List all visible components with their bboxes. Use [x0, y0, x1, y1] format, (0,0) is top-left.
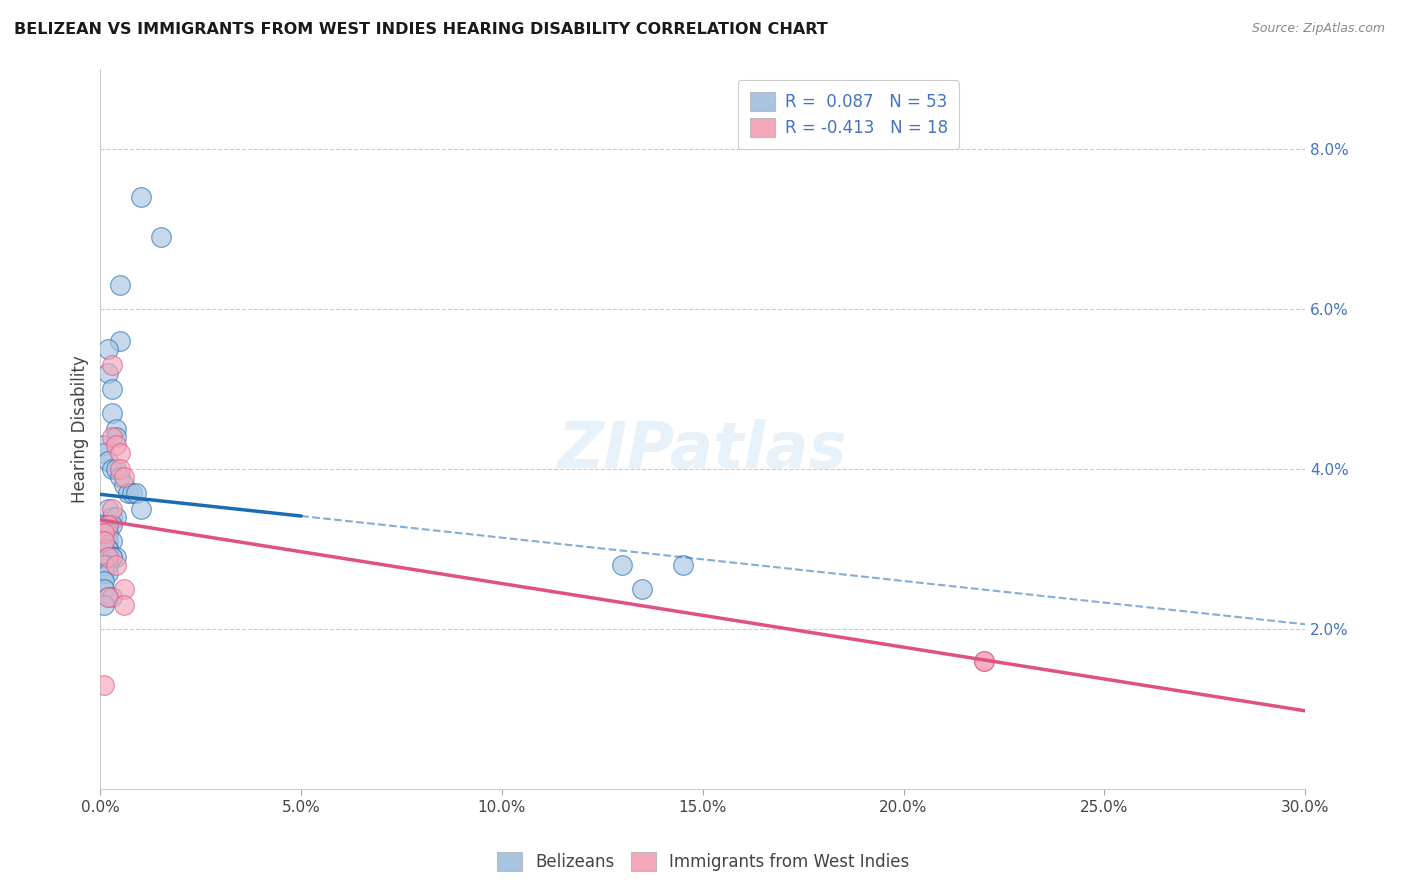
- Point: [93, 438, 115, 452]
- Point: [101, 549, 124, 564]
- Point: [97, 590, 120, 604]
- Point: [97, 517, 120, 532]
- Point: [129, 502, 152, 516]
- Point: [101, 382, 124, 396]
- Point: [97, 541, 120, 556]
- Point: [114, 478, 136, 492]
- Point: [93, 582, 115, 596]
- Point: [97, 549, 120, 564]
- Point: [93, 541, 115, 556]
- Point: [101, 358, 124, 372]
- Point: [93, 558, 115, 572]
- Point: [97, 558, 120, 572]
- Point: [105, 549, 128, 564]
- Point: [125, 486, 148, 500]
- Point: [114, 582, 136, 596]
- Point: [612, 558, 634, 572]
- Point: [105, 462, 128, 476]
- Point: [97, 454, 120, 468]
- Point: [101, 533, 124, 548]
- Point: [93, 517, 115, 532]
- Point: [101, 406, 124, 420]
- Text: BELIZEAN VS IMMIGRANTS FROM WEST INDIES HEARING DISABILITY CORRELATION CHART: BELIZEAN VS IMMIGRANTS FROM WEST INDIES …: [14, 22, 828, 37]
- Point: [101, 462, 124, 476]
- Point: [97, 566, 120, 580]
- Point: [672, 558, 695, 572]
- Point: [101, 502, 124, 516]
- Point: [93, 574, 115, 588]
- Point: [97, 517, 120, 532]
- Point: [93, 678, 115, 692]
- Point: [93, 533, 115, 548]
- Point: [110, 446, 132, 460]
- Point: [101, 509, 124, 524]
- Point: [631, 582, 654, 596]
- Legend: R =  0.087   N = 53, R = -0.413   N = 18: R = 0.087 N = 53, R = -0.413 N = 18: [738, 80, 959, 149]
- Point: [110, 470, 132, 484]
- Point: [93, 446, 115, 460]
- Point: [93, 525, 115, 540]
- Text: Source: ZipAtlas.com: Source: ZipAtlas.com: [1251, 22, 1385, 36]
- Point: [129, 189, 152, 203]
- Point: [114, 470, 136, 484]
- Point: [93, 558, 115, 572]
- Point: [97, 541, 120, 556]
- Legend: Belizeans, Immigrants from West Indies: Belizeans, Immigrants from West Indies: [488, 843, 918, 880]
- Point: [93, 541, 115, 556]
- Point: [97, 366, 120, 380]
- Point: [117, 486, 139, 500]
- Y-axis label: Hearing Disability: Hearing Disability: [72, 355, 89, 503]
- Point: [110, 277, 132, 292]
- Point: [114, 598, 136, 612]
- Point: [101, 590, 124, 604]
- Point: [93, 525, 115, 540]
- Point: [93, 566, 115, 580]
- Point: [973, 654, 995, 668]
- Point: [105, 509, 128, 524]
- Point: [105, 438, 128, 452]
- Point: [101, 430, 124, 444]
- Point: [101, 549, 124, 564]
- Point: [149, 229, 172, 244]
- Point: [93, 598, 115, 612]
- Point: [105, 430, 128, 444]
- Point: [97, 525, 120, 540]
- Point: [101, 517, 124, 532]
- Point: [973, 654, 995, 668]
- Point: [105, 558, 128, 572]
- Point: [97, 502, 120, 516]
- Point: [97, 590, 120, 604]
- Point: [110, 462, 132, 476]
- Point: [110, 334, 132, 348]
- Point: [97, 533, 120, 548]
- Point: [121, 486, 143, 500]
- Point: [97, 342, 120, 356]
- Text: ZIPatlas: ZIPatlas: [558, 419, 848, 482]
- Point: [97, 549, 120, 564]
- Point: [105, 422, 128, 436]
- Point: [93, 533, 115, 548]
